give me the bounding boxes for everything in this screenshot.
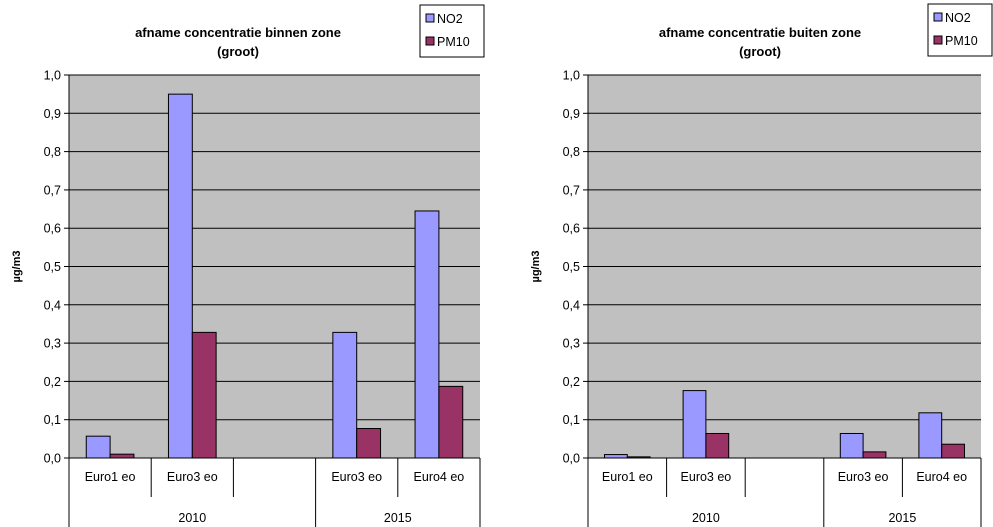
group-label: 2015 bbox=[384, 511, 412, 525]
legend-swatch-no2 bbox=[933, 12, 943, 22]
bar-pm10 bbox=[438, 385, 464, 459]
chart-title: afname concentratie buiten zone bbox=[659, 25, 861, 40]
bar-pm10 bbox=[191, 331, 217, 459]
bar-no2 bbox=[414, 210, 440, 459]
group-label: 2015 bbox=[888, 511, 916, 525]
y-tick-label: 0,9 bbox=[563, 107, 580, 121]
y-tick-label: 0,4 bbox=[563, 298, 580, 312]
y-tick-label: 0,9 bbox=[44, 107, 61, 121]
y-tick-label: 0,5 bbox=[44, 260, 61, 274]
group-label: 2010 bbox=[178, 511, 206, 525]
category-label: Euro3 eo bbox=[838, 470, 889, 484]
y-tick-label: 0,3 bbox=[44, 337, 61, 351]
legend: NO2 PM10 bbox=[419, 4, 485, 58]
y-tick-label: 0,3 bbox=[563, 337, 580, 351]
category-label: Euro3 eo bbox=[331, 470, 382, 484]
legend-swatch-no2 bbox=[425, 13, 435, 23]
category-label: Euro4 eo bbox=[414, 470, 465, 484]
y-tick-label: 0,5 bbox=[563, 260, 580, 274]
legend-label: NO2 bbox=[437, 12, 463, 26]
chart-subtitle: (groot) bbox=[217, 44, 259, 59]
y-tick-label: 0,2 bbox=[563, 375, 580, 389]
chart-2: 0,0 0,1 0,2 0,3 0,4 0,5 0,6 0,7 0,8 0,9 1,0 Euro1 e… bbox=[530, 3, 993, 527]
bar-pm10 bbox=[705, 432, 730, 459]
bar-no2 bbox=[85, 435, 111, 459]
bar-no2 bbox=[604, 454, 628, 459]
y-tick-label: 0,7 bbox=[44, 183, 61, 197]
bar-no2 bbox=[839, 432, 864, 459]
bar-pm10 bbox=[356, 428, 382, 459]
y-tick-label: 0,0 bbox=[44, 452, 61, 466]
y-tick-label: 0,8 bbox=[563, 145, 580, 159]
category-label: Euro1 eo bbox=[85, 470, 136, 484]
y-tick-label: 0,1 bbox=[563, 413, 580, 427]
bar-no2 bbox=[918, 412, 943, 459]
category-label: Euro3 eo bbox=[681, 470, 732, 484]
category-label: Euro4 eo bbox=[916, 470, 967, 484]
y-tick-label: 0,6 bbox=[563, 222, 580, 236]
legend: NO2 PM10 bbox=[927, 3, 993, 57]
y-tick-label: 0,4 bbox=[44, 298, 61, 312]
y-axis-label: µg/m3 bbox=[11, 250, 23, 282]
y-tick-label: 0,0 bbox=[563, 452, 580, 466]
bar-no2 bbox=[682, 390, 707, 459]
chart-subtitle: (groot) bbox=[739, 44, 781, 59]
y-tick-label: 0,1 bbox=[44, 413, 61, 427]
bar-no2 bbox=[167, 93, 193, 459]
bar-pm10 bbox=[109, 453, 135, 459]
category-label: Euro3 eo bbox=[167, 470, 218, 484]
chart-1: 0,0 0,1 0,2 0,3 0,4 0,5 0,6 0,7 0,8 0,9 1,0 Euro1 e… bbox=[11, 4, 485, 527]
bar-pm10 bbox=[862, 451, 887, 459]
legend-label: PM10 bbox=[945, 34, 978, 48]
category-label: Euro1 eo bbox=[602, 470, 653, 484]
y-tick-label: 0,6 bbox=[44, 222, 61, 236]
group-label: 2010 bbox=[692, 511, 720, 525]
legend-box bbox=[419, 4, 485, 58]
y-tick-label: 1,0 bbox=[44, 69, 61, 83]
y-axis-label: µg/m3 bbox=[530, 250, 542, 282]
legend-swatch-pm10 bbox=[425, 36, 435, 46]
bar-pm10 bbox=[941, 443, 965, 459]
legend-label: PM10 bbox=[437, 35, 470, 49]
y-tick-label: 0,7 bbox=[563, 183, 580, 197]
chart-title: afname concentratie binnen zone bbox=[135, 25, 341, 40]
bar-no2 bbox=[332, 331, 358, 459]
legend-label: NO2 bbox=[945, 11, 971, 25]
y-tick-label: 0,2 bbox=[44, 375, 61, 389]
y-tick-label: 1,0 bbox=[563, 69, 580, 83]
y-tick-label: 0,8 bbox=[44, 145, 61, 159]
legend-swatch-pm10 bbox=[933, 35, 943, 45]
